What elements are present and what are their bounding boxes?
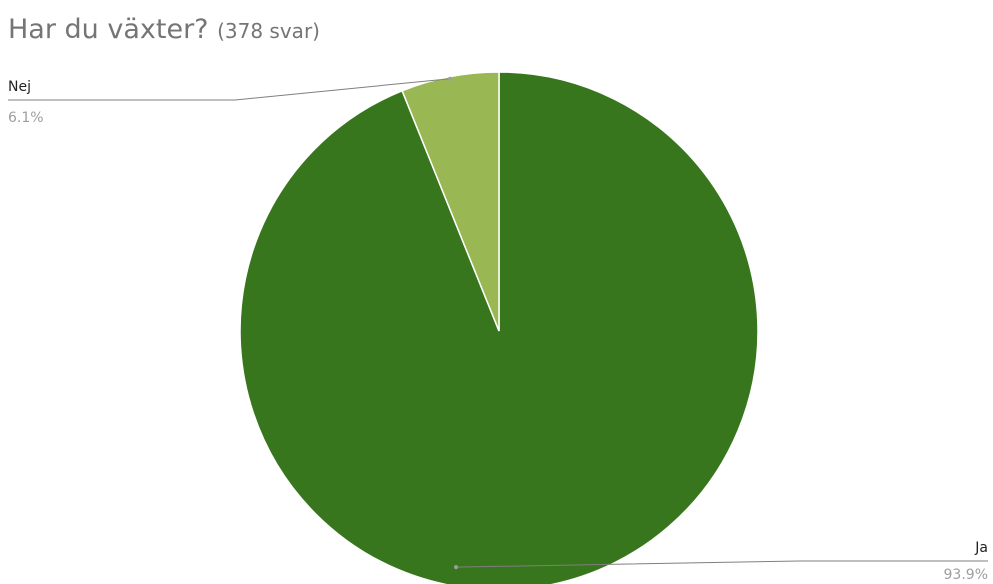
slice-percent-nej: 6.1% — [8, 110, 44, 126]
slice-label-nej: Nej — [8, 79, 31, 95]
leader-dot-nej — [448, 76, 453, 81]
response-count: (378 svar) — [217, 19, 320, 43]
slice-labels: Ja 93.9% Nej 6.1% — [8, 79, 988, 583]
leader-dot-ja — [454, 565, 459, 570]
leader-line-nej — [8, 78, 451, 101]
slice-label-ja: Ja — [974, 540, 988, 556]
chart-title: Har du växter? (378 svar) — [8, 14, 320, 45]
leader-line-ja — [456, 560, 988, 568]
chart-title-text: Har du växter? — [8, 14, 209, 45]
pie-slices — [239, 71, 759, 584]
leader-lines — [8, 76, 988, 570]
slice-percent-ja: 93.9% — [944, 567, 988, 583]
pie-slice-ja — [239, 71, 759, 584]
